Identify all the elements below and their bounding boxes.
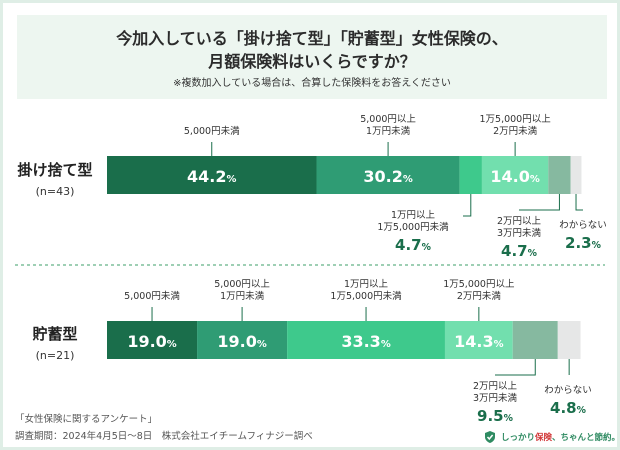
bar-segment [557, 321, 581, 359]
value-label: 44.2% [187, 167, 236, 186]
series-label: 5,000円未満 [124, 290, 180, 302]
bar-segment [548, 156, 571, 194]
survey-period: 調査期間：2024年4月5日～8日 株式会社エイチームフィナジー調べ [15, 431, 313, 442]
series-label: 1万円未満 [366, 125, 411, 137]
series-label: 3万円未満 [473, 392, 518, 404]
series-label: 5,000円未満 [184, 125, 240, 137]
bar-segment [570, 156, 582, 194]
category-n-label: (n=21) [36, 349, 75, 362]
series-label: 1万5,000円未満 [377, 221, 449, 233]
bar-segment [444, 321, 513, 359]
category-label: 貯蓄型 [32, 325, 77, 343]
series-label: 5,000円以上 [214, 279, 270, 290]
value-label: 9.5% [477, 407, 514, 425]
chart-area: 掛け捨て型 (n=43) 44.2% 30.2% 14.0% 5,000円未満 5,000円… [15, 114, 607, 425]
leader-line [495, 359, 536, 376]
value-label: 14.3% [454, 332, 503, 351]
value-label: 14.0% [490, 167, 539, 186]
series-label: わからない [544, 385, 592, 396]
chart-title-line2: 月額保険料はいくらですか？ [208, 52, 416, 71]
chart-note: ※複数加入している場合は、合算した保険料をお答えください [173, 78, 451, 89]
value-label: 33.3% [341, 332, 390, 351]
category-n-label: (n=43) [36, 185, 75, 198]
series-label: 1万円未満 [220, 290, 265, 302]
title-box: 今加入している「掛け捨て型」「貯蓄型」女性保険の、 月額保険料はいくらですか？ … [17, 15, 607, 99]
series-label: 2万円未満 [493, 125, 538, 137]
bar-segment [459, 156, 482, 194]
bar-segment [512, 321, 558, 359]
series-label: 1万円以上 [391, 210, 436, 221]
series-label: 2万円未満 [457, 290, 502, 302]
series-label: 1万5,000円未満 [330, 290, 402, 302]
leader-line [463, 194, 472, 217]
value-label: 4.8% [550, 399, 587, 417]
shield-icon [485, 431, 495, 443]
series-label: 1万5,000円以上 [443, 279, 515, 290]
series-label: 3万円未満 [497, 227, 542, 239]
category-label: 掛け捨て型 [17, 161, 92, 179]
value-label: 4.7% [501, 242, 538, 260]
survey-name: 「女性保険に関するアンケート」 [15, 414, 158, 425]
bar-segment [481, 156, 549, 194]
series-label: 2万円以上 [497, 216, 542, 227]
bar-segment [316, 156, 460, 194]
value-label: 19.0% [217, 332, 266, 351]
series-label: 1万円以上 [344, 279, 389, 290]
value-label: 4.7% [395, 236, 432, 254]
series-label: 5,000円以上 [360, 114, 416, 125]
brand-highlight: 保険 [535, 433, 553, 443]
brand-pre: しっかり [501, 433, 536, 443]
chart-title-line1: 今加入している「掛け捨て型」「貯蓄型」女性保険の、 [116, 29, 508, 48]
leader-line [575, 194, 583, 211]
value-label: 2.3% [565, 234, 602, 252]
bar-segment [197, 321, 288, 359]
bar-segment [107, 156, 317, 194]
brand-slogan: しっかり保険、ちゃんと節約。 [501, 431, 620, 443]
value-label: 19.0% [127, 332, 176, 351]
brand-post: 、ちゃんと節約。 [552, 433, 620, 443]
leader-line [519, 194, 560, 211]
value-label: 30.2% [363, 167, 412, 186]
series-label: わからない [559, 220, 607, 231]
series-label: 1万5,000円以上 [479, 114, 551, 125]
bar-segment [107, 321, 198, 359]
bar-segment [287, 321, 445, 359]
series-label: 2万円以上 [473, 381, 518, 392]
